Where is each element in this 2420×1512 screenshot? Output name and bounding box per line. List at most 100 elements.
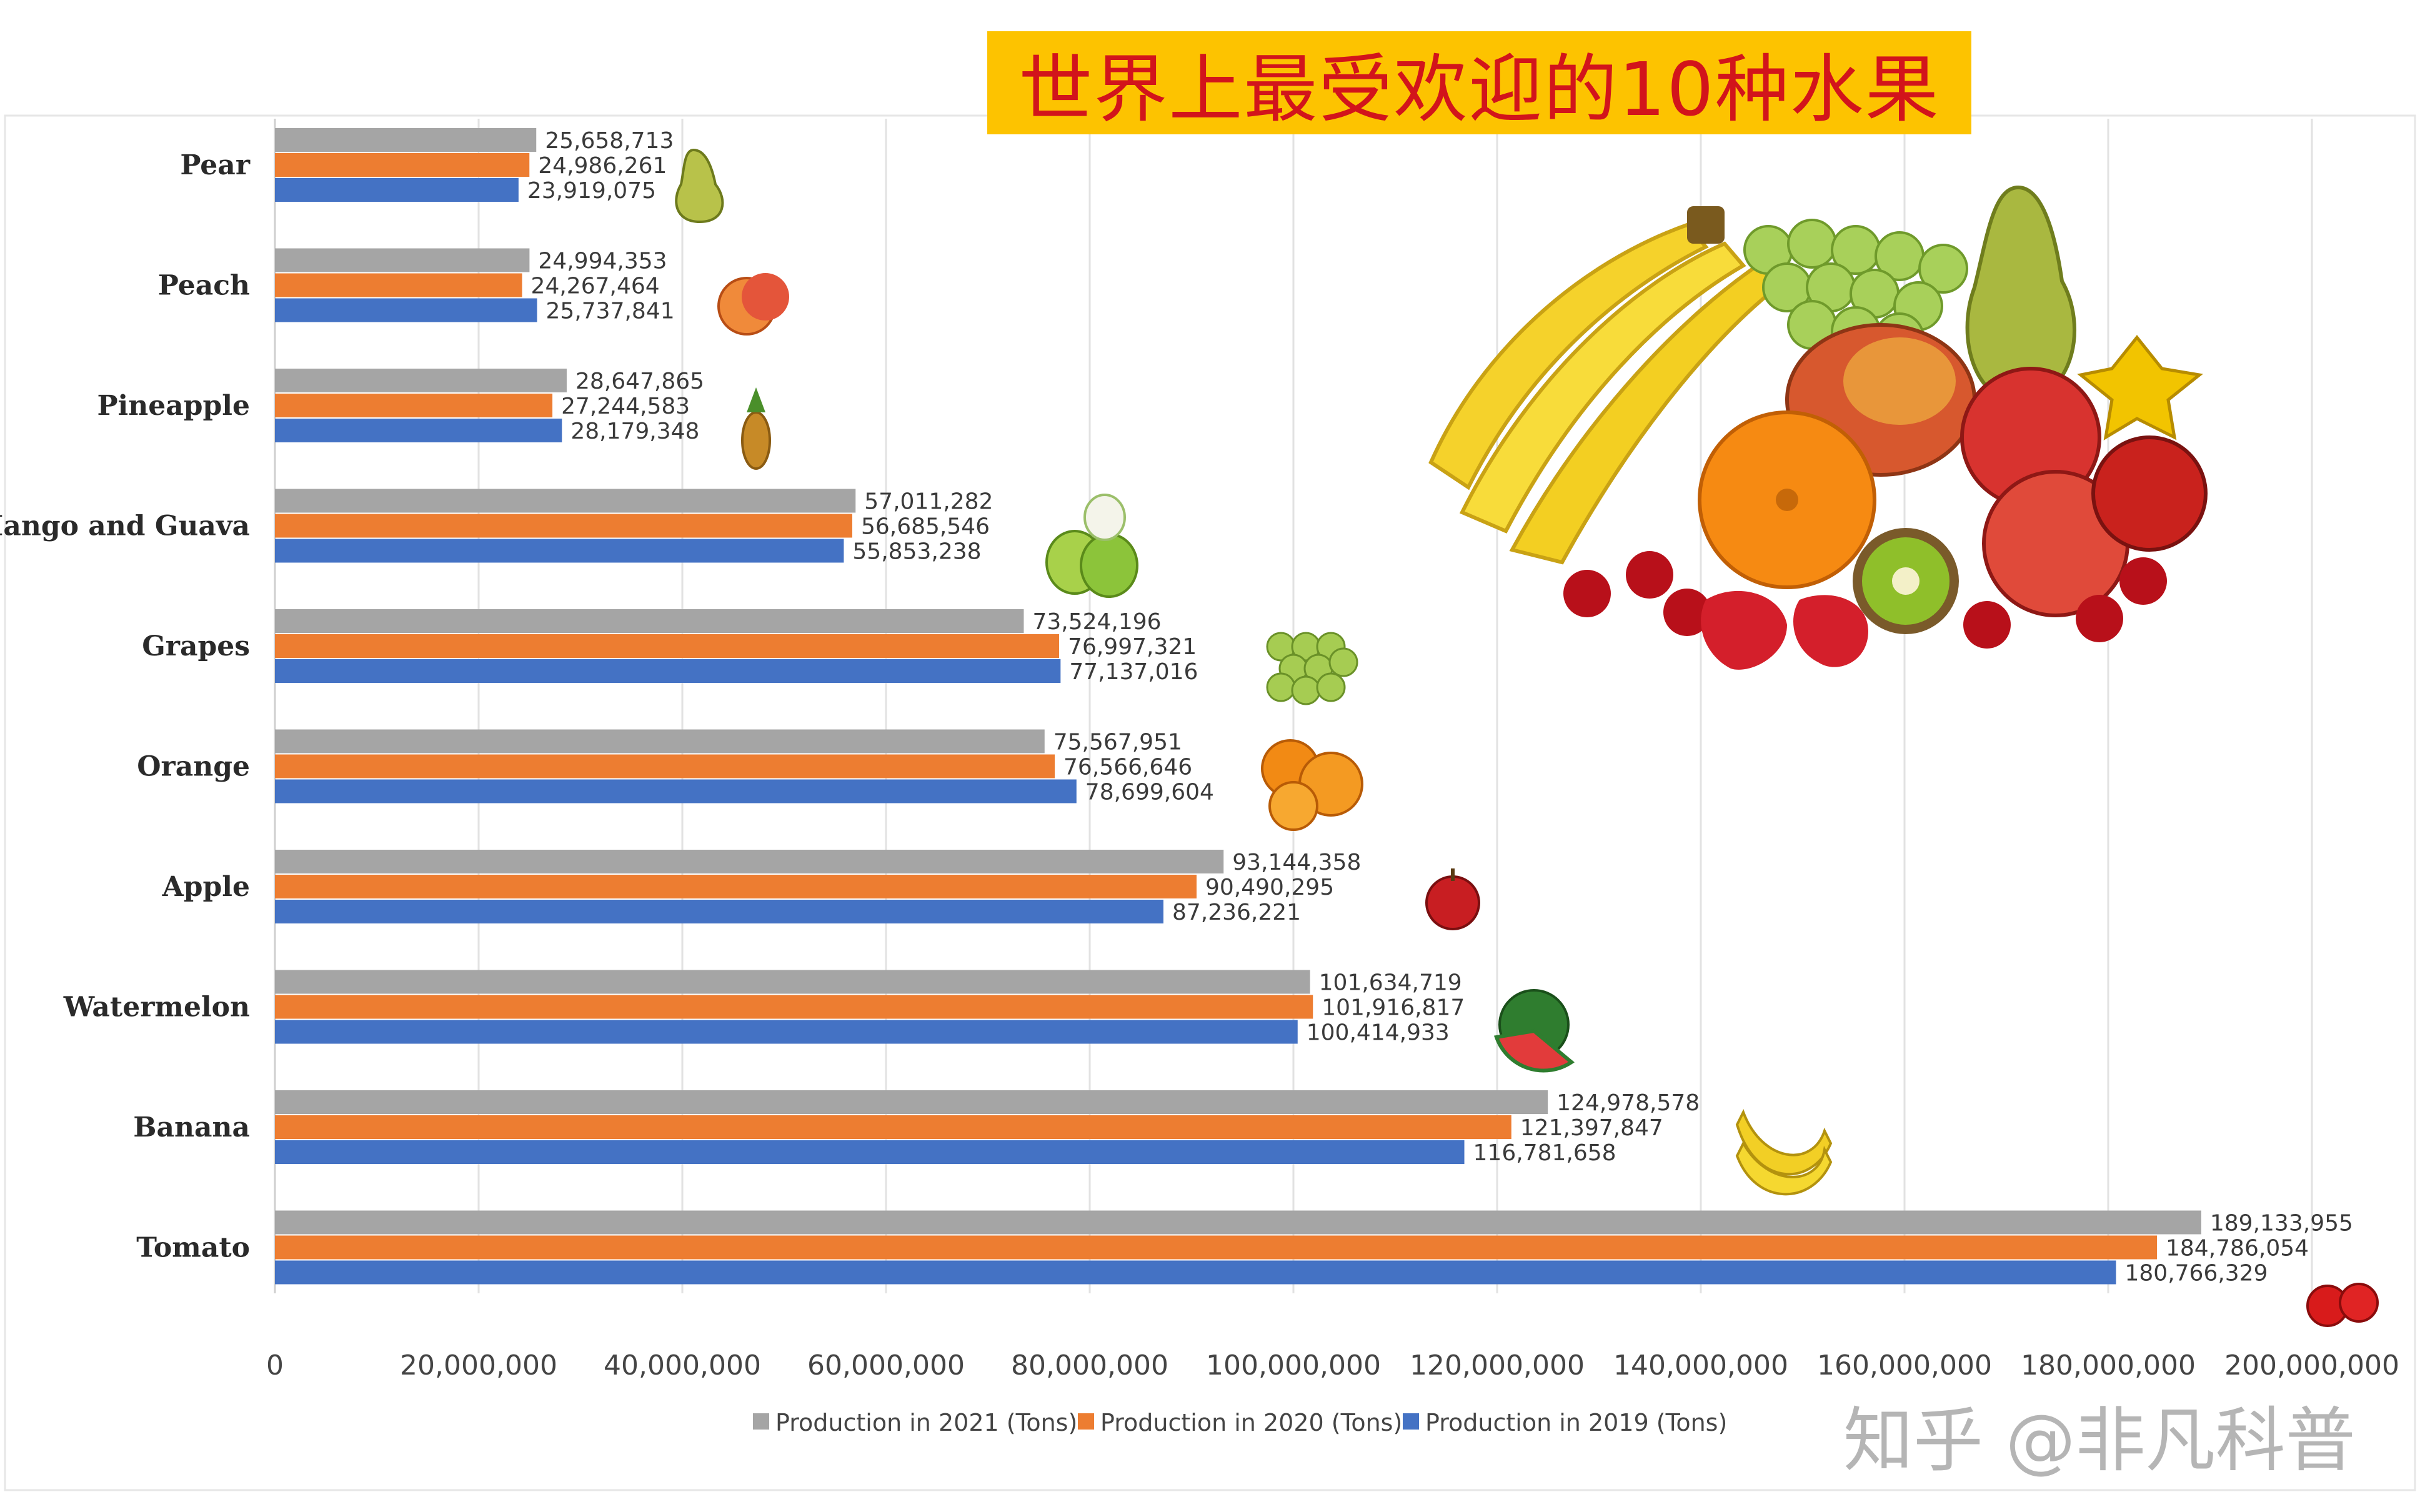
data-label: 24,267,464: [531, 274, 660, 299]
apple-icon: [1425, 868, 1480, 930]
category-label: Orange: [137, 751, 250, 783]
banana-icon: [1735, 1109, 1833, 1196]
bar: [275, 634, 1060, 658]
bar: [275, 1020, 1298, 1044]
bar: [275, 875, 1197, 898]
pineapple-icon: [741, 387, 771, 470]
x-tick-label: 180,000,000: [2021, 1350, 2196, 1381]
bar: [275, 178, 519, 202]
data-label: 76,566,646: [1063, 755, 1192, 780]
data-label: 27,244,583: [561, 394, 690, 419]
data-label: 93,144,358: [1232, 850, 1361, 875]
x-tick-label: 0: [266, 1350, 284, 1381]
bar: [275, 369, 567, 392]
pear-icon: [675, 148, 724, 224]
data-label: 75,567,951: [1053, 730, 1182, 755]
legend-swatch: [1078, 1413, 1094, 1430]
chart-title: 世界上最受欢迎的10种水果: [1018, 46, 1940, 132]
category-label: Pear: [180, 149, 250, 181]
mango-guava-icon: [1045, 494, 1138, 598]
category-label: Apple: [162, 871, 250, 903]
orange-icon: [1261, 739, 1363, 831]
bar: [275, 1140, 1465, 1164]
x-tick-label: 160,000,000: [1817, 1350, 1992, 1381]
data-label: 116,781,658: [1473, 1140, 1616, 1166]
category-label: Mango and Guava: [0, 510, 250, 542]
x-tick-label: 100,000,000: [1206, 1350, 1381, 1381]
data-label: 78,699,604: [1085, 780, 1214, 805]
category-label: Peach: [158, 270, 250, 302]
bar: [275, 514, 852, 538]
peach-icon: [717, 273, 789, 336]
x-tick-label: 140,000,000: [1613, 1350, 1788, 1381]
fruit-bowl-illustration: [1428, 185, 2208, 670]
watermelon-icon: [1493, 989, 1575, 1073]
category-label: Tomato: [136, 1232, 250, 1264]
category-label: Watermelon: [63, 992, 250, 1023]
data-label: 55,853,238: [852, 539, 981, 565]
bar: [275, 419, 562, 442]
grapes-icon: [1266, 632, 1358, 705]
bar: [275, 273, 522, 297]
bar: [275, 779, 1077, 803]
bar: [275, 539, 844, 563]
x-tick-label: 120,000,000: [1410, 1350, 1585, 1381]
data-label: 73,524,196: [1032, 609, 1161, 635]
data-label: 24,994,353: [538, 249, 667, 274]
legend-label: Production in 2020 (Tons): [1100, 1409, 1402, 1436]
bar: [275, 1210, 2201, 1235]
data-label: 28,647,865: [575, 369, 704, 394]
data-label: 90,490,295: [1205, 875, 1334, 900]
x-tick-label: 80,000,000: [1011, 1350, 1168, 1381]
data-label: 25,658,713: [545, 128, 674, 154]
x-tick-label: 20,000,000: [400, 1350, 557, 1381]
title-banner: 世界上最受欢迎的10种水果: [987, 31, 1971, 134]
bar: [275, 1115, 1511, 1139]
bar: [275, 298, 537, 322]
data-label: 77,137,016: [1069, 659, 1198, 685]
bar: [275, 489, 856, 513]
data-label: 57,011,282: [864, 489, 993, 515]
bar: [275, 128, 537, 152]
bar: [275, 1235, 2158, 1260]
bar: [275, 394, 553, 417]
bar: [275, 754, 1055, 778]
legend-swatch: [1403, 1413, 1419, 1430]
x-tick-label: 40,000,000: [604, 1350, 761, 1381]
data-label: 189,133,955: [2210, 1211, 2353, 1236]
bar: [275, 1260, 2116, 1285]
data-label: 101,916,817: [1322, 995, 1465, 1021]
x-tick-label: 200,000,000: [2224, 1350, 2399, 1381]
bar: [275, 970, 1310, 994]
category-label: Pineapple: [97, 390, 250, 422]
bar: [275, 659, 1061, 683]
bar: [275, 1090, 1548, 1114]
data-label: 124,978,578: [1556, 1090, 1700, 1116]
watermark: 知乎 @非凡科普: [1843, 1400, 2356, 1481]
x-tick-label: 60,000,000: [807, 1350, 965, 1381]
bar: [275, 153, 530, 177]
bar: [275, 900, 1163, 923]
tomato-icon: [2306, 1283, 2379, 1327]
data-label: 101,634,719: [1319, 970, 1462, 996]
data-label: 100,414,933: [1307, 1020, 1450, 1046]
legend-label: Production in 2021 (Tons): [775, 1409, 1077, 1436]
data-label: 56,685,546: [861, 514, 990, 540]
bar: [275, 248, 530, 272]
bar: [275, 609, 1024, 633]
bar: [275, 729, 1045, 754]
labels: 0 20,000,000 40,000,000 60,000,000 80,000,00…: [0, 128, 2399, 1436]
legend-swatch: [753, 1413, 769, 1430]
bars: [275, 128, 2201, 1285]
data-label: 184,786,054: [2166, 1236, 2309, 1261]
category-label: Banana: [133, 1112, 250, 1143]
legend-label: Production in 2019 (Tons): [1425, 1409, 1727, 1436]
data-label: 76,997,321: [1068, 634, 1197, 660]
data-label: 28,179,348: [570, 419, 699, 444]
category-label: Grapes: [142, 630, 250, 662]
data-label: 121,397,847: [1520, 1115, 1663, 1141]
bar: [275, 995, 1313, 1019]
data-label: 24,986,261: [538, 153, 667, 179]
data-label: 23,919,075: [527, 178, 656, 204]
data-label: 25,737,841: [546, 299, 675, 324]
